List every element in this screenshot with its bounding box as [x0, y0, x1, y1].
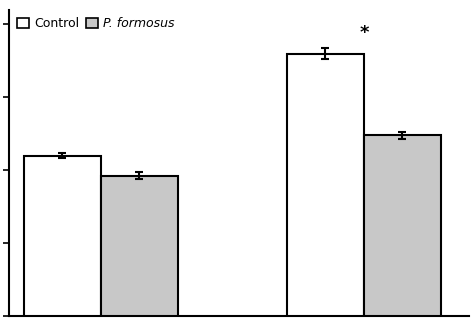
Bar [287, 54, 364, 316]
Text: *: * [359, 24, 369, 42]
Bar [24, 156, 100, 316]
Bar [100, 176, 178, 316]
Bar [364, 135, 441, 316]
Legend: Control, P. formosus: Control, P. formosus [16, 16, 176, 32]
